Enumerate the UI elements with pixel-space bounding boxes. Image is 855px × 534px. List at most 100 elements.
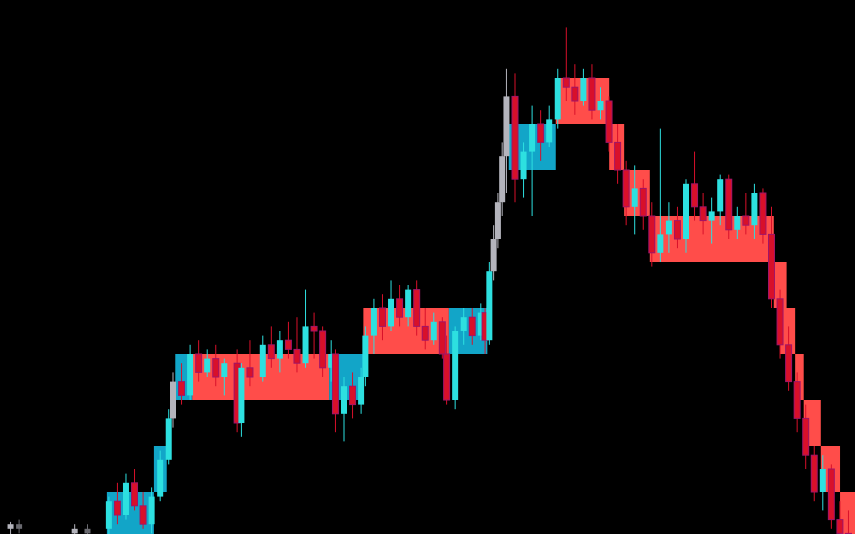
candle: [759, 188, 767, 244]
candle-body: [238, 367, 245, 423]
candle-body: [657, 234, 664, 253]
candle: [614, 124, 622, 184]
candle: [503, 68, 510, 193]
candle: [776, 289, 784, 359]
candle-body: [460, 317, 467, 331]
candle: [490, 225, 497, 281]
candle-body: [673, 220, 681, 240]
candle-body: [511, 95, 519, 180]
candle: [113, 482, 121, 525]
candle-body: [468, 316, 476, 337]
candle: [405, 285, 412, 327]
candle: [319, 326, 327, 377]
candle: [657, 128, 664, 262]
candle: [605, 96, 613, 152]
candle: [438, 317, 446, 359]
candle: [396, 285, 404, 327]
candle-body: [246, 367, 254, 378]
candle: [284, 321, 292, 359]
candle-body: [204, 358, 211, 373]
candle-body: [341, 386, 347, 414]
candle-body: [588, 77, 596, 111]
candle: [157, 450, 164, 502]
candle: [639, 179, 647, 230]
candle: [793, 372, 801, 433]
candle-body: [319, 330, 327, 369]
candle: [122, 473, 129, 520]
candle-body: [212, 358, 220, 378]
candle-body: [438, 321, 446, 355]
candle-body: [734, 216, 741, 230]
candle-body: [430, 321, 437, 341]
candle: [725, 174, 733, 239]
candle-body: [388, 298, 395, 327]
candle-body: [503, 96, 510, 157]
candle-body: [421, 325, 429, 341]
candle: [443, 335, 451, 405]
candle-body: [486, 271, 493, 341]
candle: [537, 110, 545, 161]
candle: [195, 340, 203, 382]
candle: [460, 308, 467, 345]
candle: [499, 142, 506, 216]
candle: [276, 331, 283, 373]
candle: [370, 298, 377, 354]
candle: [221, 358, 228, 396]
candle-body: [717, 179, 724, 212]
candle-body: [195, 353, 203, 373]
candle: [734, 206, 741, 239]
candle-body: [810, 454, 818, 493]
candle: [430, 312, 437, 345]
candle-body: [267, 344, 275, 360]
candle: [699, 193, 707, 235]
candle-body: [84, 528, 91, 534]
candle-body: [793, 381, 801, 419]
candle-body: [443, 353, 451, 401]
candle: [494, 193, 501, 249]
candle: [827, 464, 835, 529]
candle: [388, 280, 395, 331]
candle: [170, 372, 176, 428]
candle: [486, 262, 493, 345]
candle: [16, 519, 23, 534]
candle-body: [725, 178, 733, 231]
candle: [631, 165, 638, 235]
candle-body: [614, 141, 622, 171]
candle: [267, 326, 275, 368]
candle-body: [276, 340, 283, 359]
candle-body: [802, 417, 810, 456]
candle-body: [819, 469, 826, 492]
candle-body: [683, 183, 689, 239]
candle: [520, 142, 527, 198]
candle-body: [520, 151, 527, 180]
candle: [331, 349, 339, 433]
candle-body: [499, 156, 506, 203]
renko-box-down: [773, 262, 787, 308]
candle: [71, 524, 78, 534]
candle: [802, 404, 810, 469]
candle: [742, 193, 750, 235]
candle: [328, 340, 335, 382]
candle-body: [178, 381, 186, 396]
candle: [785, 326, 793, 391]
candle: [302, 289, 309, 368]
candle-body: [396, 298, 404, 318]
candle-body: [405, 289, 412, 318]
candle: [768, 206, 775, 308]
candle-body: [284, 339, 292, 350]
candle: [212, 344, 220, 387]
candle-body: [580, 78, 587, 101]
candle-body: [362, 335, 369, 377]
candle-body: [494, 202, 501, 239]
candle-body: [259, 344, 266, 377]
candle-body: [221, 363, 228, 377]
candle-body: [631, 188, 638, 207]
candle: [131, 469, 139, 511]
candle-layer: [7, 27, 852, 534]
candle: [836, 501, 844, 534]
candle: [554, 68, 561, 129]
candle: [717, 174, 724, 226]
candle-body: [331, 353, 339, 415]
candle-body: [452, 331, 459, 400]
